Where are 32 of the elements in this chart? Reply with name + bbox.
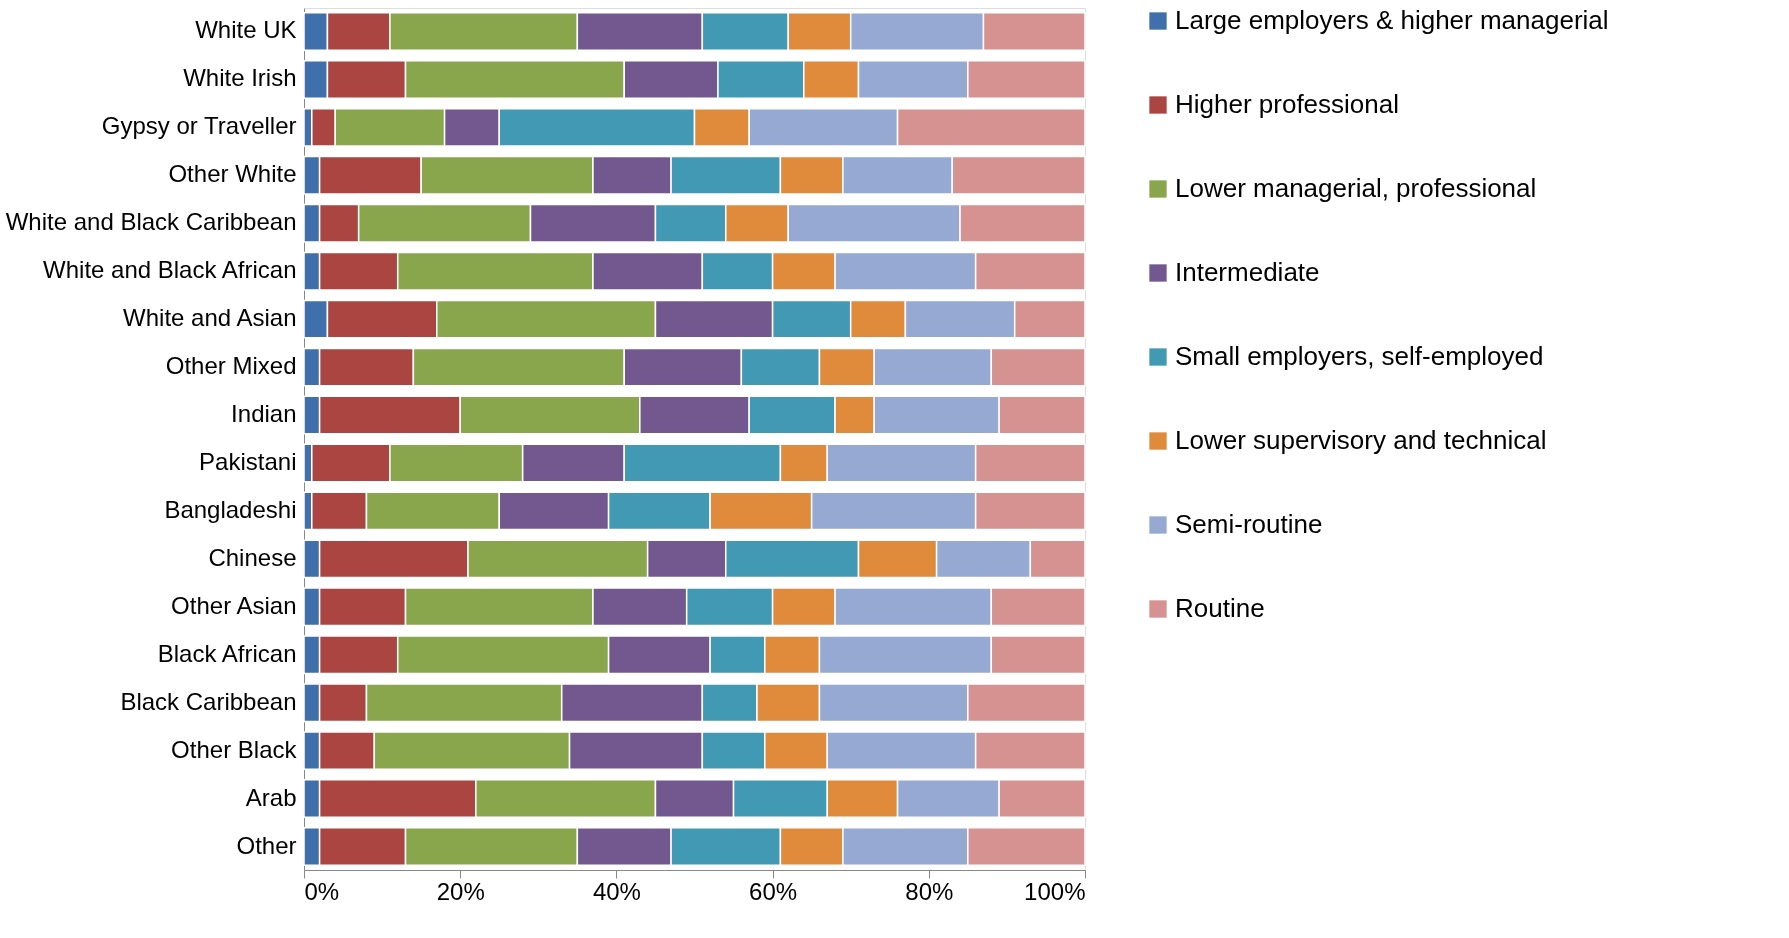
legend-label: Lower supervisory and technical: [1175, 425, 1547, 455]
legend-label: Routine: [1175, 593, 1265, 623]
y-tick-label: Black Caribbean: [120, 687, 297, 715]
y-tick-label: Bangladeshi: [164, 495, 297, 523]
x-tick-label: 40%: [592, 877, 641, 905]
y-tick-label: Indian: [231, 400, 297, 428]
y-tick-label: Other Asian: [171, 591, 297, 619]
y-tick-label: White UK: [195, 16, 297, 44]
y-tick-label: White and Black Caribbean: [5, 208, 297, 236]
x-tick-label: 20%: [436, 877, 485, 905]
x-tick-label: 80%: [905, 877, 954, 905]
y-tick-label: Other Mixed: [165, 352, 297, 380]
legend-label: Semi-routine: [1175, 509, 1323, 539]
legend-label: Higher professional: [1175, 89, 1400, 119]
x-tick-label: 0%: [304, 877, 340, 905]
y-tick-label: Pakistani: [199, 447, 297, 475]
y-tick-label: White Irish: [183, 64, 297, 92]
y-tick-label: Arab: [245, 783, 297, 811]
y-tick-label: Other: [236, 831, 297, 859]
y-tick-label: Other White: [168, 160, 297, 188]
legend-label: Lower managerial, professional: [1175, 173, 1537, 203]
y-tick-label: Gypsy or Traveller: [101, 112, 297, 140]
y-tick-label: White and Black African: [43, 256, 297, 284]
legend-label: Intermediate: [1175, 257, 1320, 287]
x-tick-label: 60%: [749, 877, 798, 905]
y-tick-label: Other Black: [171, 735, 298, 763]
legend-label: Large employers & higher managerial: [1175, 5, 1609, 35]
y-tick-label: Black African: [157, 639, 297, 667]
y-tick-label: Chinese: [208, 543, 297, 571]
x-tick-label: 100%: [1024, 877, 1086, 905]
legend-label: Small employers, self-employed: [1175, 341, 1544, 371]
y-tick-label: White and Asian: [123, 304, 297, 332]
